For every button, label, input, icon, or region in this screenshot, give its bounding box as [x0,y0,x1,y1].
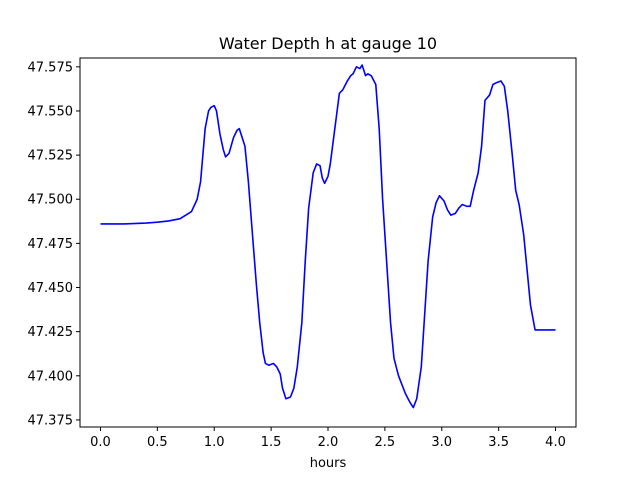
x-tick-label: 1.0 [204,435,225,450]
x-tick-label: 0.0 [90,435,111,450]
y-tick-label: 47.425 [28,325,74,340]
y-tick-label: 47.475 [28,237,74,252]
x-tick-label: 2.0 [318,435,339,450]
chart-title: Water Depth h at gauge 10 [219,34,437,53]
plot-area-frame [79,57,577,428]
x-tick-label: 2.5 [375,435,396,450]
x-tick-label: 3.5 [488,435,509,450]
series-layer [100,64,556,409]
x-tick-label: 4.0 [545,435,566,450]
y-tick-label: 47.500 [28,193,74,208]
x-axis-label: hours [310,456,347,471]
x-axis: 0.0 0.5 1.0 1.5 2.0 2.5 3.0 3.5 4.0 [90,427,566,450]
y-axis: 47.375 47.400 47.425 47.450 47.475 47.500 47.5… [28,60,80,428]
x-tick-label: 3.0 [431,435,452,450]
series-line [100,64,556,409]
y-tick-label: 47.375 [28,413,74,428]
y-tick-label: 47.400 [28,369,74,384]
y-tick-label: 47.575 [28,60,74,75]
y-tick-label: 47.450 [28,281,74,296]
y-tick-label: 47.550 [28,104,74,119]
x-tick-label: 1.5 [261,435,282,450]
y-tick-label: 47.525 [28,149,74,164]
x-tick-label: 0.5 [147,435,168,450]
